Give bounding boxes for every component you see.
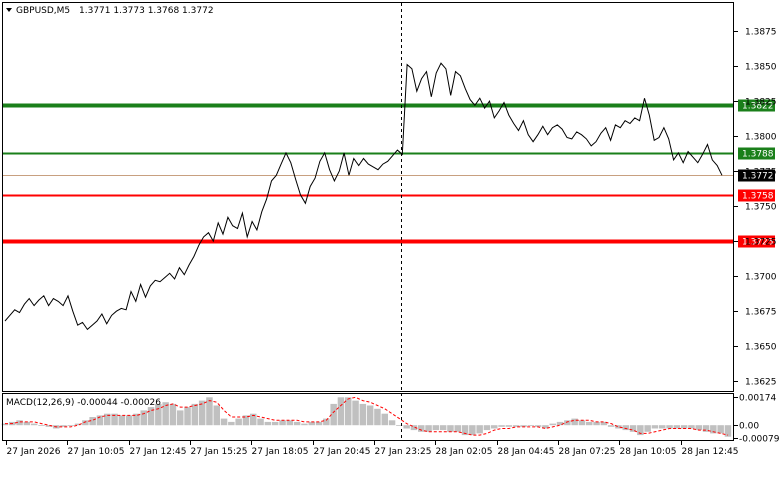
macd-histogram-bar <box>338 397 345 425</box>
macd-histogram-bar <box>221 419 228 426</box>
macd-histogram-bar <box>352 401 359 426</box>
macd-histogram-bar <box>506 425 512 427</box>
macd-histogram-bar <box>374 409 381 425</box>
macd-tick-label: -0.00079 <box>739 435 780 445</box>
macd-histogram-bar <box>564 420 571 425</box>
macd-histogram-bar <box>644 425 651 432</box>
price-tick-label: 1.3825 <box>745 98 777 108</box>
macd-histogram-bar <box>484 425 491 430</box>
macd-histogram-bar <box>696 425 703 430</box>
price-tick-label: 1.3750 <box>745 203 777 213</box>
time-tick-label: 27 Jan 2026 <box>7 447 61 457</box>
macd-histogram-bar <box>31 424 38 426</box>
macd-histogram-bar <box>265 422 272 425</box>
macd-tick-label: 0.00174 <box>739 394 776 404</box>
macd-histogram-bar <box>367 406 374 426</box>
time-tick-label: 27 Jan 12:45 <box>130 447 187 457</box>
macd-histogram-bar <box>717 425 724 433</box>
macd-histogram-bar <box>418 425 425 432</box>
price-tick-label: 1.3675 <box>745 308 777 318</box>
time-tick-label: 27 Jan 20:45 <box>314 447 371 457</box>
symbol-timeframe: GBPUSD,M5 <box>16 6 70 16</box>
macd-histogram-bar <box>498 425 505 427</box>
price-tick-label: 1.3700 <box>745 273 777 283</box>
macd-histogram-bar <box>235 419 242 426</box>
macd-histogram-bar <box>476 425 483 433</box>
level-badge-label: 1.3758 <box>742 192 774 202</box>
macd-histogram-bar <box>257 419 264 426</box>
macd-histogram-bar <box>382 414 389 426</box>
macd-histogram-bar <box>170 404 177 425</box>
price-tick-label: 1.3725 <box>745 238 777 248</box>
macd-label: MACD(12,26,9) -0.00044 -0.00026 <box>6 398 161 408</box>
time-tick-label: 27 Jan 15:25 <box>191 447 248 457</box>
macd-histogram-bar <box>579 420 586 425</box>
macd-histogram-bar <box>279 420 286 425</box>
macd-histogram-bar <box>82 420 89 425</box>
macd-histogram-bar <box>301 424 308 426</box>
macd-histogram-bar <box>126 415 132 425</box>
macd-tick-label: 0.00 <box>739 422 759 432</box>
macd-histogram-bar <box>206 397 213 425</box>
price-tick-label: 1.3775 <box>745 168 777 178</box>
macd-histogram-bar <box>433 425 440 430</box>
price-tick-label: 1.3650 <box>745 343 777 353</box>
time-tick-label: 27 Jan 10:05 <box>68 447 125 457</box>
macd-histogram-bar <box>586 422 593 425</box>
macd-histogram-bar <box>491 425 498 428</box>
time-tick-label: 28 Jan 10:05 <box>620 447 677 457</box>
macd-histogram-bar <box>119 415 126 425</box>
macd-histogram-bar <box>228 422 235 425</box>
macd-histogram-bar <box>287 420 294 425</box>
macd-histogram-bar <box>389 420 396 425</box>
price-tick-label: 1.3800 <box>745 133 777 143</box>
macd-histogram-bar <box>192 404 199 425</box>
time-tick-label: 28 Jan 07:25 <box>559 447 616 457</box>
macd-histogram-bar <box>177 410 184 425</box>
time-tick-label: 28 Jan 02:05 <box>436 447 493 457</box>
macd-histogram-bar <box>214 406 221 426</box>
level-badge-label: 1.3788 <box>742 150 774 160</box>
macd-histogram-bar <box>38 425 45 426</box>
time-tick-label: 27 Jan 18:05 <box>252 447 309 457</box>
macd-histogram-bar <box>623 425 630 430</box>
price-tick-label: 1.3875 <box>745 28 777 38</box>
macd-histogram-bar <box>469 425 476 435</box>
ohlc-values: 1.3771 1.3773 1.3768 1.3772 <box>79 6 214 16</box>
macd-histogram-bar <box>659 425 666 428</box>
time-tick-label: 28 Jan 12:45 <box>682 447 739 457</box>
time-tick-label: 27 Jan 23:25 <box>375 447 432 457</box>
macd-histogram-bar <box>528 425 535 426</box>
macd-histogram-bar <box>447 425 454 432</box>
macd-histogram-bar <box>440 425 447 430</box>
macd-histogram-bar <box>184 407 191 425</box>
macd-histogram-bar <box>652 425 659 428</box>
price-tick-label: 1.3850 <box>745 63 777 73</box>
price-tick-label: 1.3625 <box>745 378 777 388</box>
macd-histogram-bar <box>550 424 557 426</box>
time-tick-label: 28 Jan 04:45 <box>498 447 555 457</box>
macd-histogram-bar <box>403 425 410 428</box>
macd-histogram-bar <box>571 419 578 426</box>
macd-histogram-bar <box>360 404 367 425</box>
macd-histogram-bar <box>68 425 75 426</box>
macd-histogram-bar <box>272 422 279 425</box>
macd-histogram-bar <box>455 425 462 432</box>
macd-histogram-bar <box>294 422 301 425</box>
macd-histogram-bar <box>141 410 148 425</box>
macd-histogram-bar <box>557 422 564 425</box>
macd-histogram-bar <box>608 425 615 427</box>
